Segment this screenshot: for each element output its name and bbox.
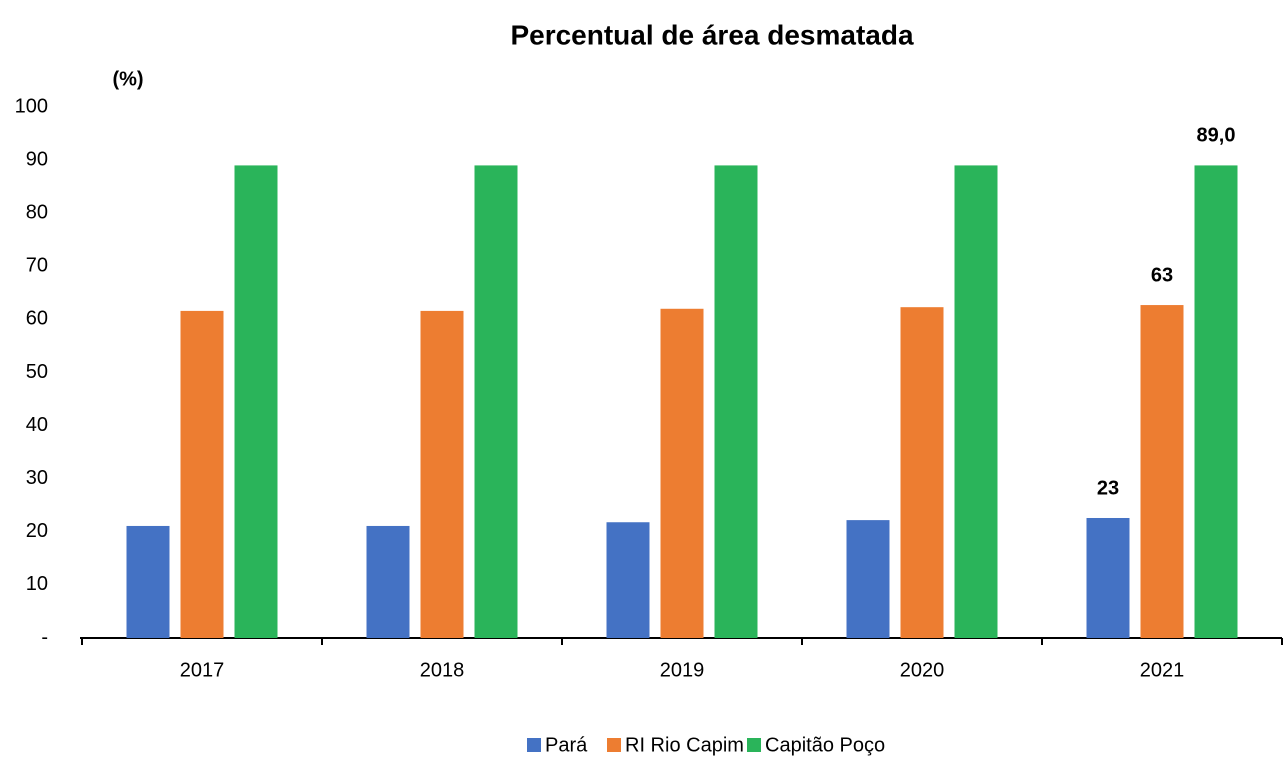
y-tick-label: 20 bbox=[26, 520, 48, 542]
y-tick-label: 80 bbox=[26, 201, 48, 223]
bar bbox=[1194, 165, 1238, 638]
value-label: 89,0 bbox=[1197, 125, 1236, 147]
bar bbox=[1140, 305, 1184, 638]
bar bbox=[474, 165, 518, 638]
x-tick-label: 2017 bbox=[180, 659, 225, 681]
bar bbox=[714, 165, 758, 638]
y-tick-label: 100 bbox=[15, 95, 48, 117]
legend-swatch bbox=[527, 738, 541, 752]
y-tick-label: 90 bbox=[26, 148, 48, 170]
bar bbox=[420, 310, 464, 638]
bar bbox=[606, 522, 650, 638]
legend-label: Capitão Poço bbox=[765, 734, 885, 756]
legend-swatch bbox=[607, 738, 621, 752]
bar bbox=[366, 525, 410, 638]
x-tick-label: 2018 bbox=[420, 659, 465, 681]
y-tick-label: 10 bbox=[26, 573, 48, 595]
y-tick-label: 60 bbox=[26, 308, 48, 330]
bar bbox=[1086, 517, 1130, 638]
bar bbox=[846, 520, 890, 638]
legend-label: RI Rio Capim bbox=[625, 734, 744, 756]
y-axis-label: (%) bbox=[112, 68, 143, 90]
value-label: 63 bbox=[1151, 264, 1173, 286]
x-tick-label: 2020 bbox=[900, 659, 945, 681]
value-label: 23 bbox=[1097, 477, 1119, 499]
x-tick-label: 2021 bbox=[1140, 659, 1185, 681]
y-tick-label: 50 bbox=[26, 361, 48, 383]
bar bbox=[180, 310, 224, 638]
y-tick-label: 40 bbox=[26, 414, 48, 436]
bar bbox=[900, 307, 944, 638]
y-tick-label: 30 bbox=[26, 467, 48, 489]
y-tick-label: - bbox=[41, 626, 48, 648]
legend-label: Pará bbox=[545, 734, 588, 756]
x-tick-label: 2019 bbox=[660, 659, 705, 681]
bar bbox=[126, 525, 170, 638]
legend-swatch bbox=[747, 738, 761, 752]
bar bbox=[660, 308, 704, 638]
chart-title: Percentual de área desmatada bbox=[510, 19, 914, 50]
bar bbox=[954, 165, 998, 638]
y-tick-label: 70 bbox=[26, 255, 48, 277]
bar bbox=[234, 165, 278, 638]
